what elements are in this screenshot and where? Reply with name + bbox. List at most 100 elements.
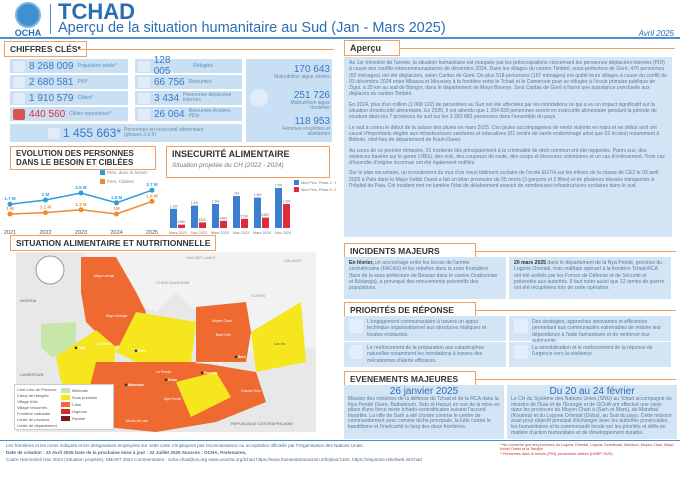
- legend-swatch: [100, 179, 105, 184]
- incident-date: En février,: [349, 260, 374, 266]
- legend-swatch: [294, 187, 299, 192]
- bar: [241, 218, 248, 228]
- page-title: TCHAD: [58, 0, 135, 24]
- data-point: [7, 211, 13, 217]
- legend-phase: Urgence: [60, 408, 97, 415]
- locator-globe: [35, 255, 65, 285]
- data-point: [43, 197, 48, 203]
- key-figure: 440 560 Cibles reprorisées*: [10, 107, 128, 121]
- chart-subtitle: Situation projetée du CH (2022 - 2024): [172, 162, 284, 169]
- region-label: CHARI BAGUIRMI: [156, 280, 189, 285]
- figure-value: 66 756: [154, 76, 185, 88]
- priority-text: Des stratégies, approches innovantes et …: [532, 319, 662, 344]
- paragraph: Le sud a connu le début de la saison des…: [349, 124, 660, 144]
- province-label: La Kabbia: [96, 342, 112, 346]
- figure-label: Population totale*: [77, 62, 117, 69]
- data-point: [7, 201, 13, 207]
- key-figure: 1 910 579 Cibles*: [10, 91, 128, 105]
- heart-hands-icon: [349, 319, 363, 333]
- key-figure: 3 434 Personnes déplacées internes: [135, 91, 242, 105]
- event-text: Mission des ministres de la défense du T…: [348, 396, 500, 430]
- town-marker: [200, 371, 204, 375]
- province-label: La Pendé: [156, 370, 171, 374]
- figure-label: Femmes enceintes et allaitantes: [282, 126, 330, 137]
- figure-label: Personnes déplacées internes: [183, 92, 232, 103]
- key-figures-title: CHIFFRES CLÉS*: [4, 41, 87, 57]
- x-tick-label: Mars 2023: [211, 231, 229, 235]
- report-date: Avril 2025: [638, 29, 674, 38]
- province-label: Monts de Lam: [126, 419, 148, 423]
- figure-label: Malnutrition aigue modérée: [290, 100, 330, 111]
- province-minimal: [41, 322, 76, 357]
- town-label: Sarh: [238, 355, 246, 359]
- food-insecurity-bar-chart: 1.2M 206K Mars 2022 1.4M 352K Nov 2022 1.5M 446…: [169, 180, 336, 235]
- data-point: [43, 210, 48, 216]
- data-point: [149, 198, 155, 204]
- legend-phase: Sous pression: [60, 394, 98, 401]
- footer-sources: Cadre Harmonisé Nov 2024 (Situation proj…: [6, 457, 422, 462]
- footnote: * Personnes dans le besoin (PIN), person…: [500, 452, 613, 456]
- legend-swatch: [100, 170, 105, 175]
- legend-phase: Crise: [60, 401, 97, 408]
- x-tick-label: Nov 2022: [191, 231, 207, 235]
- data-label: 2 M: [42, 192, 50, 197]
- bar: [170, 208, 177, 228]
- legend-swatch: [60, 395, 70, 400]
- key-figure: 251 726 Malnutrition aigue modérée: [270, 90, 330, 111]
- province-label: Lac Iro: [274, 342, 285, 346]
- event-item: Du 20 au 24 février Le CH du Système des …: [507, 385, 677, 439]
- footer-dates: Date de création : 22 Avril 2025 Date de…: [6, 450, 247, 455]
- figure-label: Retournés: [188, 78, 212, 85]
- data-label: 1.9M: [254, 193, 262, 197]
- divider: [476, 251, 676, 252]
- figure-label: Retournés Anciens PDIs: [188, 108, 231, 119]
- mother-child-icon: [250, 89, 268, 107]
- returnee-icon: [138, 76, 150, 88]
- legend-swatch: [60, 416, 70, 421]
- figure-value: 440 560: [29, 108, 66, 120]
- legend-phase: Famine: [60, 415, 97, 422]
- data-label: 1.2M: [170, 204, 178, 208]
- arrows-icon: [514, 345, 528, 359]
- legend-swatch: [294, 180, 299, 185]
- data-label: 2.7 M: [146, 182, 158, 187]
- priority-item: La sensibilisation et le renforcement de…: [509, 342, 671, 367]
- data-label: 648K: [261, 213, 270, 217]
- legend-swatch: [60, 402, 70, 407]
- province-label: Barh Kôh: [216, 333, 231, 337]
- data-point: [114, 200, 119, 206]
- bar: [191, 205, 198, 228]
- chart-title: INSECURITÉ ALIMENTAIRE: [172, 149, 290, 159]
- province-crisis: [86, 362, 266, 432]
- data-point: [114, 211, 119, 217]
- figure-value: 118 953: [294, 116, 330, 127]
- province-label: Mandoul Oriental: [196, 361, 223, 365]
- map-legend: Chef-Lieu de Province Camp de réfugiés Vil…: [14, 384, 114, 430]
- bar: [283, 204, 290, 228]
- legend-symbol: Chef-Lieu de Province: [17, 387, 57, 392]
- figure-value: 8 268 009: [29, 60, 74, 72]
- province-label: Mayo Boneye: [106, 314, 127, 318]
- province-stressed: [116, 312, 196, 367]
- data-label: 1.3 M: [75, 202, 87, 207]
- key-figure: 26 064 Retournés Anciens PDIs: [135, 107, 242, 121]
- incident-item: 20 mars 2025 dans le département de la N…: [509, 257, 671, 299]
- priority-item: Des stratégies, approches innovantes et …: [509, 316, 671, 344]
- legend-label: Nbre Pers. Phase 2 - 5: [301, 181, 336, 185]
- data-label: 1.9 M: [146, 193, 158, 198]
- data-label: 1M: [113, 206, 120, 211]
- province-label: Moyen Chari: [212, 319, 232, 323]
- data-label: 1 M: [6, 206, 14, 211]
- paragraph: Au cours de ce premier trimestre, 21 inc…: [349, 147, 665, 167]
- figure-value: 3 434: [154, 92, 180, 104]
- country-label: REPUBLIQUE CENTRAFRICAINE: [231, 421, 293, 426]
- legend-label: Sous pression: [71, 395, 98, 400]
- refugee-icon: [138, 60, 150, 72]
- legend-label: Famine: [71, 416, 86, 421]
- town-label: Pala: [78, 346, 85, 350]
- data-label: 206K: [177, 220, 186, 224]
- nutrition-figures: 170 643 Malnutrition aigue sévère 251 726 M…: [246, 59, 332, 142]
- x-tick-label: 2024: [110, 230, 122, 234]
- figure-label: Cibles*: [77, 94, 94, 101]
- food-nutrition-map: NIGERIA CAMEROUN REPUBLIQUE CENTRAFRICAI…: [16, 252, 316, 432]
